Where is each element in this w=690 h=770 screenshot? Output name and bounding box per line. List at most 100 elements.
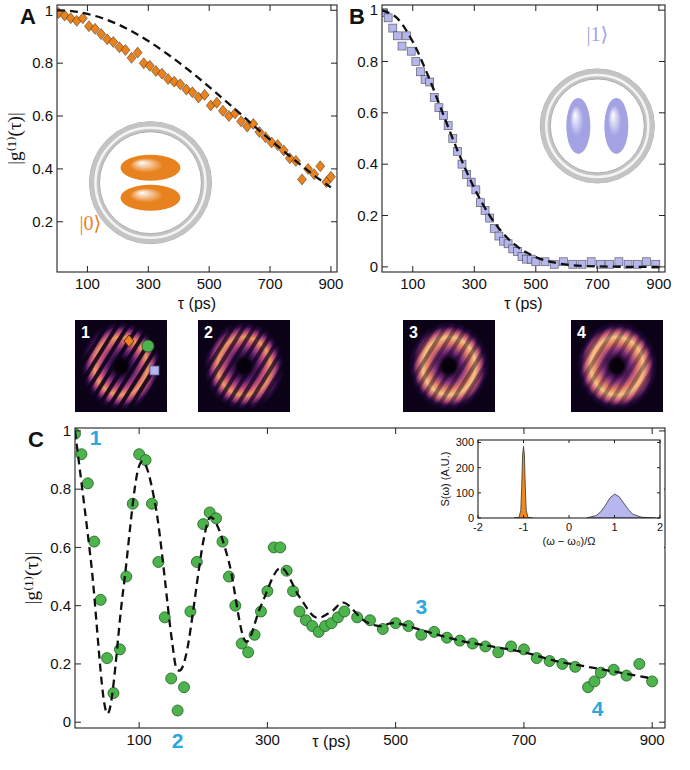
data-point: [643, 258, 651, 266]
x-tick-label: 700: [258, 275, 283, 292]
core: [114, 359, 128, 373]
x-tick: [652, 722, 653, 728]
x-tick-label: 2: [657, 521, 663, 533]
x-tick-label: 900: [640, 731, 665, 748]
panel-2: 00.20.40.60.81100300500700900C|g⁽¹⁾(τ)|τ…: [21, 422, 665, 752]
x-tick: [658, 5, 659, 11]
data-point: [339, 606, 350, 617]
frame-3: 3: [403, 320, 495, 412]
y-tick: [75, 547, 81, 548]
data-point: [133, 47, 142, 58]
ring-edge: [540, 69, 654, 183]
frame-image: [198, 320, 290, 412]
frame-label: 3: [409, 324, 418, 341]
x-tick: [139, 428, 140, 434]
y-tick: [331, 116, 337, 117]
y-tick: [657, 467, 660, 468]
x-tick: [267, 428, 268, 434]
y-tick-label: 200: [456, 462, 474, 474]
frame-image: [571, 320, 663, 412]
data-point: [166, 673, 177, 684]
y-tick: [75, 663, 81, 664]
y-tick: [659, 663, 665, 664]
ring: [545, 74, 649, 178]
x-tick-label: 500: [197, 275, 222, 292]
x-tick-label: 1: [611, 521, 617, 533]
inset-background: [444, 436, 664, 548]
y-tick: [75, 722, 81, 723]
y-tick-label: 1: [370, 1, 378, 18]
data-point: [398, 42, 406, 50]
annotation: 2: [172, 729, 184, 752]
data-point: [615, 258, 623, 266]
spectrum-area: [587, 494, 655, 518]
x-axis-title: τ (ps): [178, 295, 216, 312]
y-tick: [382, 112, 388, 113]
annotation: 4: [592, 697, 604, 720]
x-tick: [330, 266, 331, 272]
annotation: |0⟩: [80, 212, 102, 235]
y-tick-label: 0.8: [32, 54, 53, 71]
x-tick-label: 100: [127, 731, 152, 748]
y-tick: [659, 605, 665, 606]
x-tick-label: -1: [519, 521, 529, 533]
x-tick: [523, 515, 524, 518]
figure: 0.20.40.60.81100300500700900A|g⁽¹⁾(τ)|τ …: [0, 0, 690, 770]
pixel-marker: [124, 335, 134, 347]
y-tick: [57, 116, 63, 117]
annotation: 3: [415, 595, 427, 618]
y-tick: [75, 605, 81, 606]
annotation: |1⟩: [586, 23, 608, 46]
y-tick: [659, 215, 665, 216]
lobe: [120, 155, 180, 181]
data-point: [95, 594, 106, 605]
x-tick-label: -2: [473, 521, 483, 533]
y-tick-label: 0.2: [357, 207, 378, 224]
y-tick: [57, 221, 63, 222]
fit-line: [57, 10, 331, 187]
x-tick: [660, 515, 661, 518]
y-tick: [57, 10, 63, 11]
x-tick: [658, 266, 659, 272]
x-tick-label: 100: [400, 275, 425, 292]
y-tick: [659, 164, 665, 165]
y-axis-title: S(ω) (A.U.): [439, 451, 451, 506]
y-tick: [659, 722, 665, 723]
x-axis-title: (ω − ω₀)/Ω: [543, 535, 596, 547]
fringes: [571, 320, 663, 412]
y-tick-label: 1: [45, 2, 53, 19]
x-tick-label: 300: [255, 731, 280, 748]
data-point: [416, 68, 424, 76]
data-point: [179, 682, 190, 693]
x-axis-title: τ (ps): [504, 295, 542, 312]
pixel-marker: [150, 366, 159, 375]
y-tick-label: 0.8: [50, 480, 71, 497]
annotation: 1: [90, 426, 102, 449]
frame-2: 2: [198, 320, 290, 412]
x-tick-label: 100: [75, 275, 100, 292]
fit-line: [382, 10, 659, 267]
y-tick: [75, 489, 81, 490]
data-point: [114, 644, 125, 655]
data-point: [172, 705, 183, 716]
y-tick: [331, 221, 337, 222]
plot-frame: [57, 5, 337, 272]
x-tick: [412, 266, 413, 272]
y-tick: [331, 63, 337, 64]
x-tick-label: 900: [646, 275, 671, 292]
plot-frame: [75, 428, 665, 728]
data-point: [634, 658, 645, 669]
y-tick: [382, 266, 388, 267]
pixel-marker: [142, 340, 154, 352]
x-tick-label: 500: [383, 731, 408, 748]
x-tick: [569, 440, 570, 443]
core: [442, 359, 456, 373]
data-point: [384, 14, 392, 22]
y-axis-title: |g⁽¹⁾(τ)|: [4, 112, 26, 164]
y-tick-label: 0.8: [357, 53, 378, 70]
data-point: [82, 478, 93, 489]
panel-1: 00.20.40.60.81100300500700900Bτ (ps)|1⟩: [349, 1, 671, 312]
x-tick-label: 0: [566, 521, 572, 533]
data-group: [514, 446, 655, 518]
y-tick-label: 0.4: [32, 160, 53, 177]
